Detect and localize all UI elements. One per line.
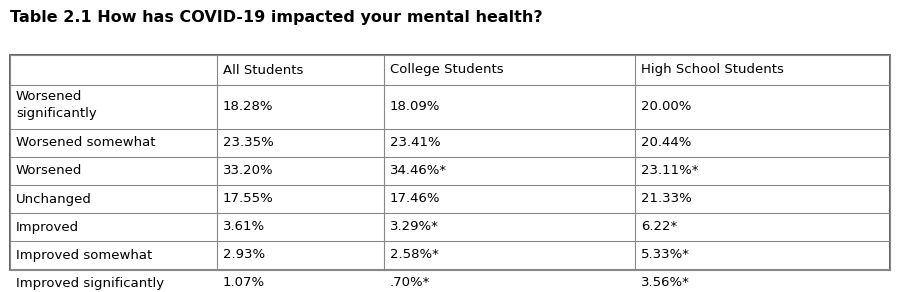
Text: Table 2.1 How has COVID-19 impacted your mental health?: Table 2.1 How has COVID-19 impacted your… — [10, 10, 543, 25]
Text: 2.58%*: 2.58%* — [390, 248, 439, 262]
Text: 23.35%: 23.35% — [223, 136, 274, 150]
Text: 17.46%: 17.46% — [390, 192, 440, 206]
Text: Improved somewhat: Improved somewhat — [16, 248, 152, 262]
Text: 3.29%*: 3.29%* — [390, 220, 439, 234]
Text: 20.00%: 20.00% — [641, 100, 691, 114]
Text: Worsened
significantly: Worsened significantly — [16, 90, 97, 120]
Text: Unchanged: Unchanged — [16, 192, 92, 206]
Text: 1.07%: 1.07% — [223, 277, 265, 289]
Text: Worsened somewhat: Worsened somewhat — [16, 136, 156, 150]
Text: 17.55%: 17.55% — [223, 192, 274, 206]
Text: 20.44%: 20.44% — [641, 136, 691, 150]
Text: High School Students: High School Students — [641, 63, 784, 77]
Text: 18.28%: 18.28% — [223, 100, 274, 114]
Text: 23.11%*: 23.11%* — [641, 164, 698, 178]
Text: Improved significantly: Improved significantly — [16, 277, 164, 289]
Text: .70%*: .70%* — [390, 277, 430, 289]
Text: 23.41%: 23.41% — [390, 136, 441, 150]
Text: 5.33%*: 5.33%* — [641, 248, 689, 262]
Text: Worsened: Worsened — [16, 164, 83, 178]
Text: 2.93%: 2.93% — [223, 248, 265, 262]
Text: 21.33%: 21.33% — [641, 192, 691, 206]
Text: Improved: Improved — [16, 220, 79, 234]
Text: 6.22*: 6.22* — [641, 220, 677, 234]
Text: All Students: All Students — [223, 63, 303, 77]
Bar — [10, 55, 890, 270]
Text: 3.61%: 3.61% — [223, 220, 265, 234]
Text: 34.46%*: 34.46%* — [390, 164, 447, 178]
Text: 18.09%: 18.09% — [390, 100, 440, 114]
Text: 33.20%: 33.20% — [223, 164, 274, 178]
Text: College Students: College Students — [390, 63, 504, 77]
Text: 3.56%*: 3.56%* — [641, 277, 689, 289]
